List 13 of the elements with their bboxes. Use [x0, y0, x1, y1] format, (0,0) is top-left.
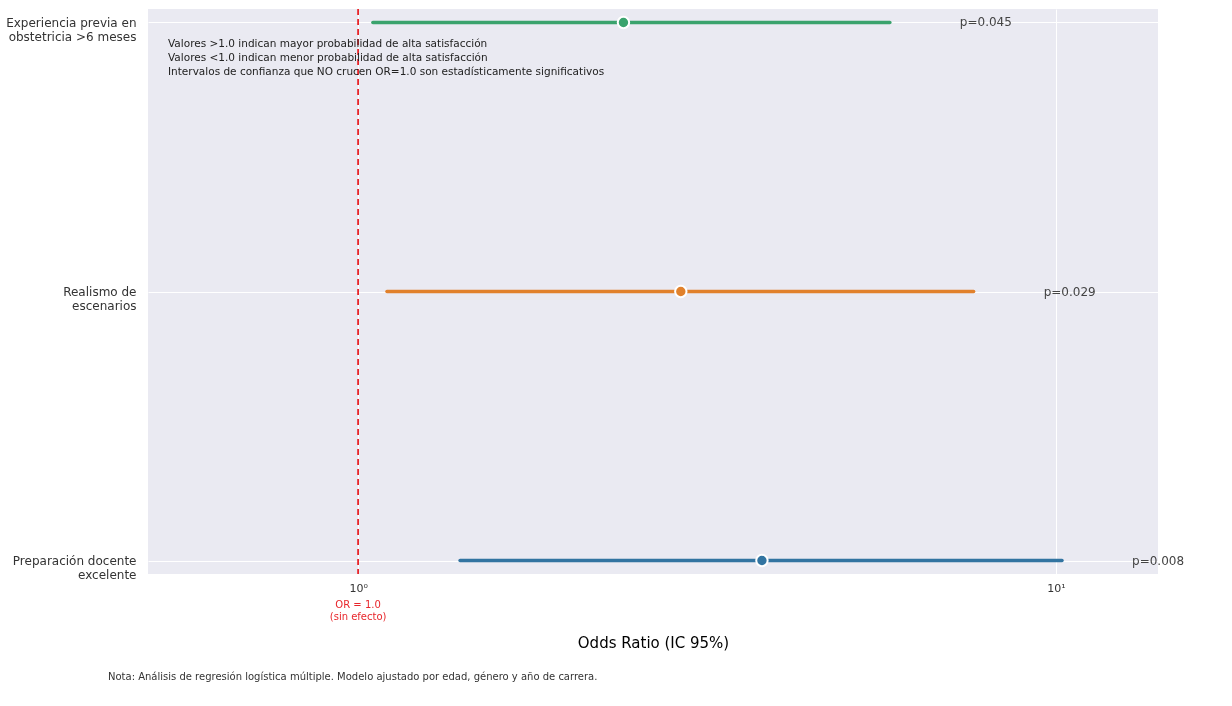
- y-tick-label: Preparación docente excelente: [12, 554, 137, 583]
- annotation: p=0.045: [959, 15, 1012, 30]
- x-tick-label: 10⁰: [349, 581, 369, 595]
- annotation: p=0.029: [1043, 284, 1096, 299]
- text: Nota: Análisis de regresión logística múltiple. Modelo ajustado por edad, género y año de carrera.: [108, 671, 598, 682]
- x-tick-label: 10¹: [1047, 581, 1066, 595]
- annotation: Valores >1.0 indican mayor probabilidad de alta satisfacción: [168, 37, 488, 49]
- y-tick-label: Experiencia previa en obstetricia >6 meses: [6, 15, 137, 44]
- y-tick-label: Realismo de escenarios: [63, 285, 137, 313]
- x-axis-title: Odds Ratio (IC 95%): [577, 633, 730, 652]
- ref-line-label: OR = 1.0 (sin efecto): [329, 599, 387, 622]
- annotation: p=0.008: [1132, 553, 1185, 568]
- annotation: Valores <1.0 indican menor probabilidad de alta satisfacción: [168, 51, 488, 63]
